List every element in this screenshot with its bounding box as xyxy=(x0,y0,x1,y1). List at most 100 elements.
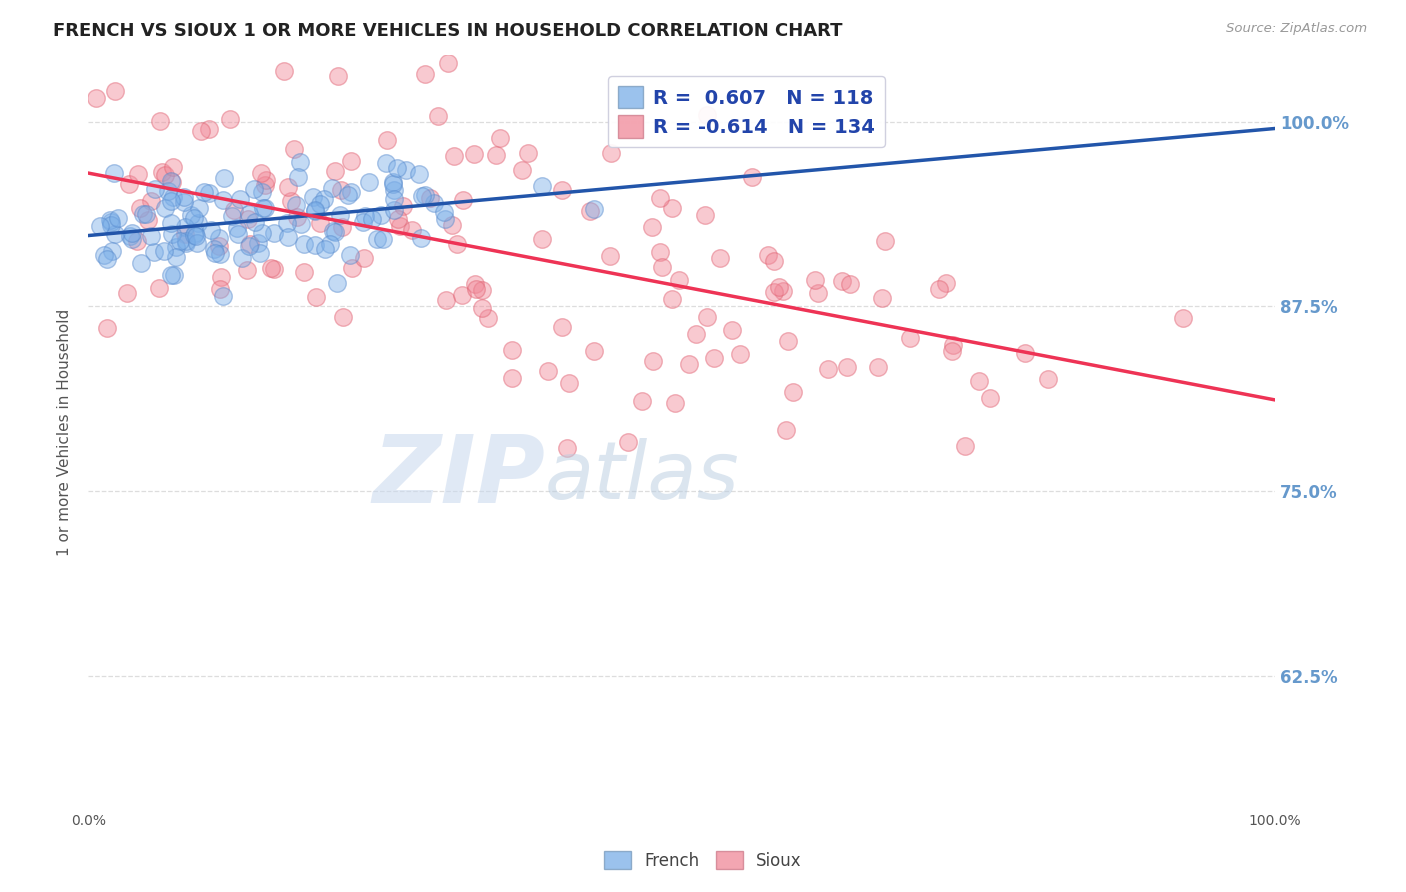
Point xyxy=(117,285,139,300)
Point xyxy=(165,240,187,254)
Point xyxy=(360,211,382,226)
Point xyxy=(650,244,672,259)
Point xyxy=(693,208,716,222)
Point xyxy=(321,181,343,195)
Point xyxy=(157,184,180,198)
Point xyxy=(357,175,380,189)
Point xyxy=(768,280,790,294)
Point xyxy=(263,227,285,241)
Point xyxy=(208,247,231,261)
Point xyxy=(318,236,340,251)
Point xyxy=(162,160,184,174)
Text: ZIP: ZIP xyxy=(373,432,546,524)
Point xyxy=(225,221,247,235)
Point xyxy=(353,251,375,265)
Point xyxy=(501,343,523,358)
Point xyxy=(696,310,718,325)
Point xyxy=(239,237,262,252)
Point xyxy=(583,202,606,217)
Point xyxy=(898,331,921,345)
Point xyxy=(163,268,186,283)
Point xyxy=(288,155,311,169)
Point xyxy=(353,209,375,223)
Point xyxy=(193,185,215,199)
Point xyxy=(323,225,346,239)
Point xyxy=(98,213,121,227)
Point xyxy=(125,234,148,248)
Point xyxy=(419,191,441,205)
Point xyxy=(304,204,326,219)
Point xyxy=(231,251,253,265)
Point xyxy=(651,260,673,274)
Point xyxy=(807,286,830,301)
Point xyxy=(537,364,560,378)
Point xyxy=(411,189,433,203)
Point xyxy=(160,175,183,189)
Point xyxy=(173,220,195,235)
Point xyxy=(314,242,336,256)
Point xyxy=(446,236,468,251)
Point xyxy=(212,170,235,185)
Point xyxy=(204,245,226,260)
Point xyxy=(873,234,896,248)
Point xyxy=(287,169,309,184)
Point xyxy=(555,441,578,455)
Point xyxy=(294,236,316,251)
Point xyxy=(153,201,176,215)
Point xyxy=(464,277,486,291)
Point xyxy=(979,392,1001,406)
Point xyxy=(668,273,690,287)
Point xyxy=(129,201,152,215)
Point xyxy=(121,226,143,240)
Point xyxy=(782,384,804,399)
Point xyxy=(283,142,305,156)
Point xyxy=(174,236,197,251)
Point xyxy=(463,146,485,161)
Point xyxy=(551,183,574,197)
Point xyxy=(352,215,374,229)
Point xyxy=(599,249,621,263)
Point xyxy=(370,208,392,222)
Point xyxy=(953,439,976,453)
Point xyxy=(221,210,243,224)
Point xyxy=(382,202,405,217)
Point xyxy=(434,293,457,307)
Point xyxy=(443,148,465,162)
Point xyxy=(326,277,349,291)
Point xyxy=(100,218,122,232)
Point xyxy=(408,167,430,181)
Point xyxy=(89,219,111,233)
Point xyxy=(121,231,143,245)
Point xyxy=(336,188,359,202)
Point xyxy=(872,291,894,305)
Point xyxy=(211,288,233,302)
Point xyxy=(96,321,118,335)
Point xyxy=(197,186,219,201)
Point xyxy=(127,167,149,181)
Point xyxy=(381,177,404,191)
Point xyxy=(242,182,264,196)
Point xyxy=(415,188,437,202)
Point xyxy=(484,148,506,162)
Point xyxy=(273,64,295,78)
Point xyxy=(340,154,363,169)
Text: FRENCH VS SIOUX 1 OR MORE VEHICLES IN HOUSEHOLD CORRELATION CHART: FRENCH VS SIOUX 1 OR MORE VEHICLES IN HO… xyxy=(53,22,844,40)
Point xyxy=(253,178,276,193)
Point xyxy=(339,248,361,262)
Point xyxy=(302,190,325,204)
Point xyxy=(434,211,457,226)
Point xyxy=(661,201,683,215)
Point xyxy=(437,55,460,70)
Point xyxy=(150,164,173,178)
Point xyxy=(162,190,184,204)
Point xyxy=(451,193,474,207)
Point xyxy=(84,91,107,105)
Point xyxy=(332,310,354,324)
Point xyxy=(238,207,260,221)
Point xyxy=(531,232,554,246)
Point xyxy=(107,211,129,225)
Point xyxy=(208,231,231,245)
Point xyxy=(741,170,763,185)
Point xyxy=(600,146,623,161)
Point xyxy=(866,360,889,375)
